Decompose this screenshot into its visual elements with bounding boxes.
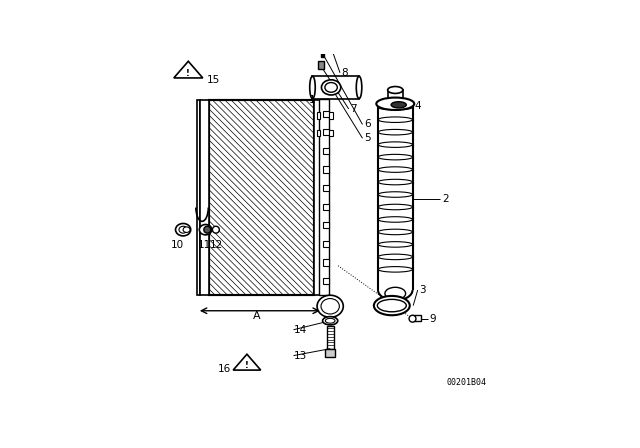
Ellipse shape xyxy=(325,319,335,323)
Bar xyxy=(327,326,333,349)
Text: 7: 7 xyxy=(351,104,357,114)
Ellipse shape xyxy=(310,24,336,39)
Ellipse shape xyxy=(385,287,406,300)
Ellipse shape xyxy=(317,295,343,317)
Text: 5: 5 xyxy=(364,133,371,143)
Ellipse shape xyxy=(212,226,220,233)
Bar xyxy=(312,76,359,99)
Ellipse shape xyxy=(199,224,212,235)
Text: 3: 3 xyxy=(419,285,426,295)
Bar xyxy=(323,222,329,228)
Ellipse shape xyxy=(179,226,188,233)
Text: 6: 6 xyxy=(364,120,371,129)
Ellipse shape xyxy=(204,226,211,233)
Bar xyxy=(317,112,320,119)
Bar xyxy=(200,100,209,295)
Ellipse shape xyxy=(321,80,340,95)
Bar xyxy=(197,100,200,295)
Text: !: ! xyxy=(186,69,190,78)
Bar xyxy=(209,100,314,295)
Bar xyxy=(323,129,329,135)
Bar xyxy=(323,185,329,191)
Bar xyxy=(318,60,324,69)
Text: 1: 1 xyxy=(309,95,316,105)
Ellipse shape xyxy=(409,315,416,322)
Text: 2: 2 xyxy=(442,194,449,204)
Bar xyxy=(413,315,421,322)
Bar xyxy=(388,90,403,104)
Text: 9: 9 xyxy=(430,314,436,324)
Text: 4: 4 xyxy=(414,101,421,111)
Polygon shape xyxy=(174,61,203,78)
Text: 16: 16 xyxy=(218,364,232,375)
Ellipse shape xyxy=(325,82,337,92)
Bar xyxy=(321,50,324,56)
Text: 13: 13 xyxy=(294,351,307,361)
Ellipse shape xyxy=(356,76,362,99)
Bar xyxy=(319,39,326,48)
Ellipse shape xyxy=(388,86,403,94)
Bar xyxy=(323,278,329,284)
Ellipse shape xyxy=(391,102,406,108)
Text: A: A xyxy=(253,311,260,321)
Ellipse shape xyxy=(313,26,332,36)
Text: 14: 14 xyxy=(294,325,307,335)
Text: 00201B04: 00201B04 xyxy=(447,378,486,387)
Ellipse shape xyxy=(321,298,339,314)
Text: !: ! xyxy=(245,362,249,370)
Bar xyxy=(329,129,333,136)
Polygon shape xyxy=(233,354,260,370)
Bar xyxy=(323,167,329,172)
Ellipse shape xyxy=(323,317,338,325)
Bar xyxy=(323,259,329,266)
Ellipse shape xyxy=(378,299,406,312)
Bar xyxy=(329,112,333,119)
Ellipse shape xyxy=(374,296,410,315)
Bar xyxy=(314,100,323,295)
Bar xyxy=(323,148,329,154)
Text: 10: 10 xyxy=(171,240,184,250)
Bar xyxy=(325,349,335,358)
Ellipse shape xyxy=(183,227,190,233)
Bar xyxy=(319,99,329,295)
Bar xyxy=(209,100,314,295)
Bar xyxy=(317,129,320,136)
Ellipse shape xyxy=(376,98,414,110)
Ellipse shape xyxy=(310,76,316,99)
Bar xyxy=(323,111,329,117)
Ellipse shape xyxy=(175,224,191,236)
Text: 11: 11 xyxy=(198,240,211,250)
Text: 15: 15 xyxy=(207,75,220,85)
Bar xyxy=(323,241,329,247)
Bar xyxy=(323,204,329,210)
Text: 12: 12 xyxy=(211,240,223,250)
Text: 8: 8 xyxy=(342,68,348,78)
